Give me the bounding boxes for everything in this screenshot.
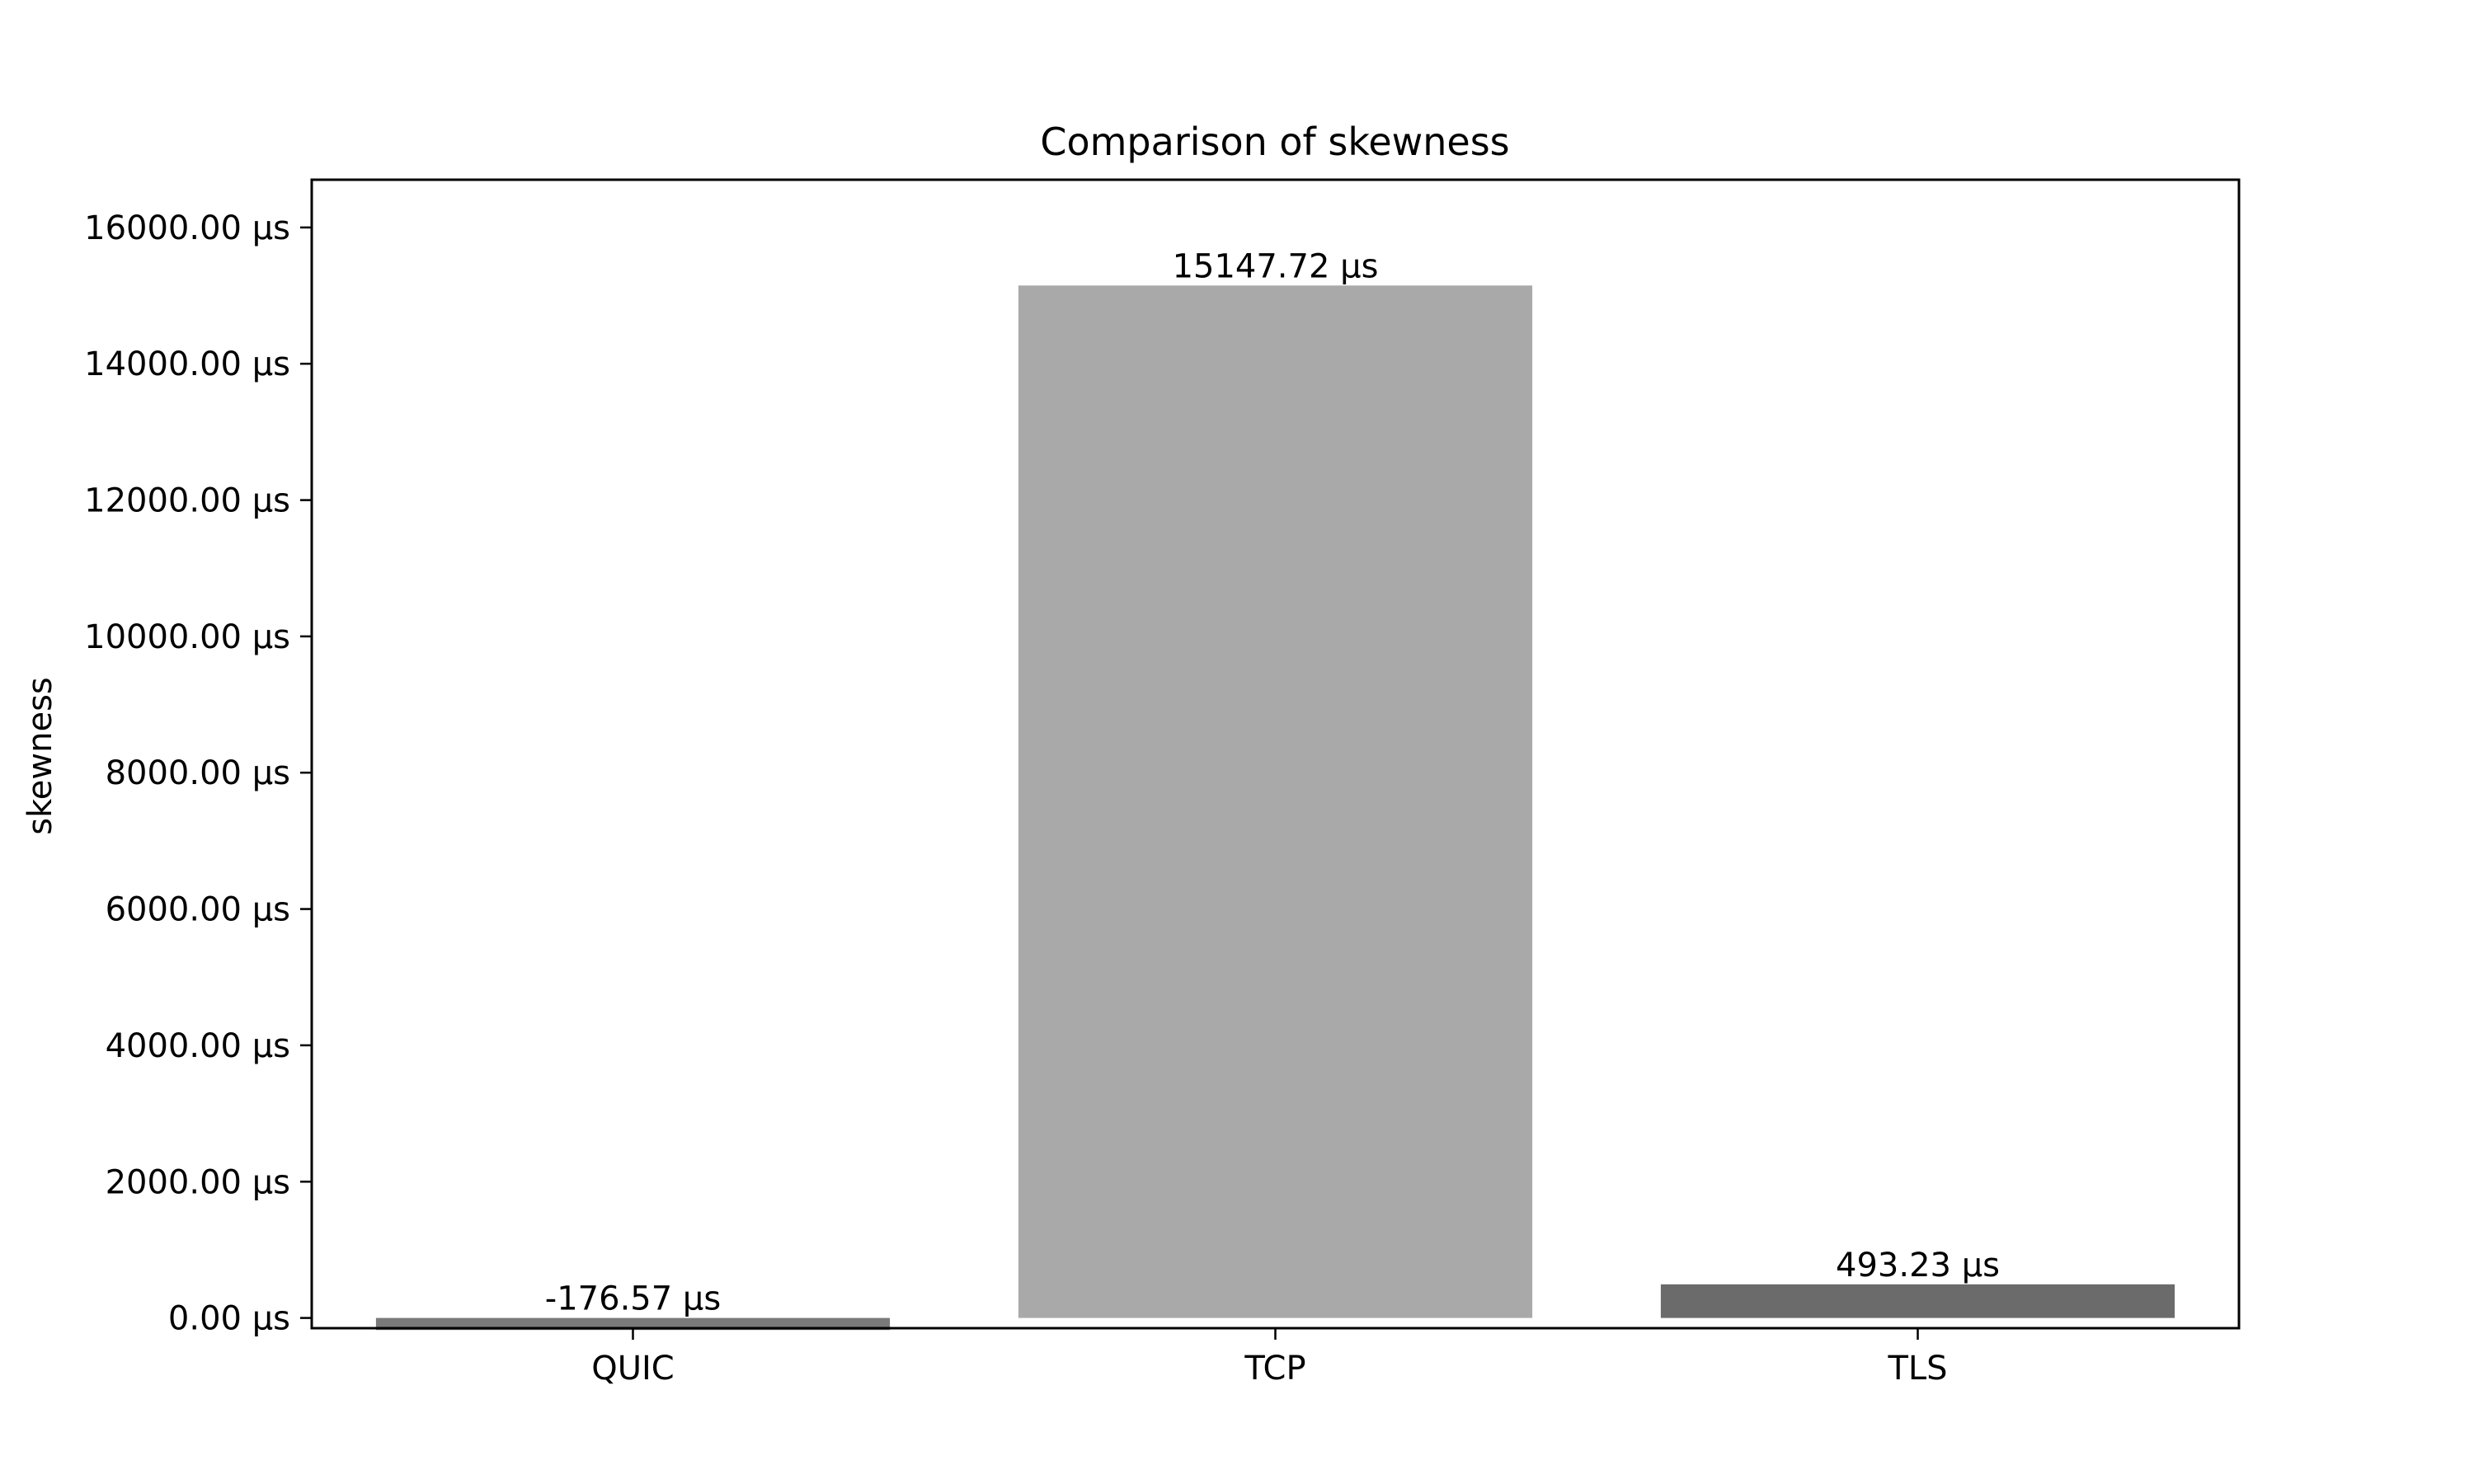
bar-value-labels: -176.57 µs 15147.72 µs 493.23 µs xyxy=(545,247,2000,1317)
y-tick-label: 16000.00 µs xyxy=(84,209,290,247)
bar-value-label-tls: 493.23 µs xyxy=(1836,1247,2000,1284)
y-tick-label: 2000.00 µs xyxy=(106,1163,290,1201)
plot-area-frame xyxy=(310,178,2241,1330)
x-tick-label-tcp: TCP xyxy=(1244,1350,1305,1388)
chart-title: Comparison of skewness xyxy=(1040,120,1509,164)
bar-value-label-quic: -176.57 µs xyxy=(545,1280,721,1318)
y-tick-label: 12000.00 µs xyxy=(84,482,290,520)
x-axis-ticks: QUIC TCP TLS xyxy=(591,1328,1948,1388)
x-tick-label-tls: TLS xyxy=(1887,1350,1947,1388)
y-tick-label: 4000.00 µs xyxy=(106,1027,290,1065)
y-tick-label: 6000.00 µs xyxy=(106,891,290,929)
y-tick-label: 10000.00 µs xyxy=(84,618,290,656)
y-tick-label: 8000.00 µs xyxy=(106,754,290,792)
y-tick-label: 14000.00 µs xyxy=(84,345,290,383)
y-axis-ticks: 0.00 µs 2000.00 µs 4000.00 µs 6000.00 µs 800… xyxy=(84,209,312,1338)
x-tick-label-quic: QUIC xyxy=(591,1350,675,1388)
bar-tcp xyxy=(1018,285,1533,1318)
bar-value-label-tcp: 15147.72 µs xyxy=(1173,247,1379,285)
y-axis-label: skewness xyxy=(21,677,59,835)
bar-tls xyxy=(1660,1284,2175,1318)
bars-layer xyxy=(375,285,2175,1331)
y-tick-label: 0.00 µs xyxy=(168,1300,290,1338)
